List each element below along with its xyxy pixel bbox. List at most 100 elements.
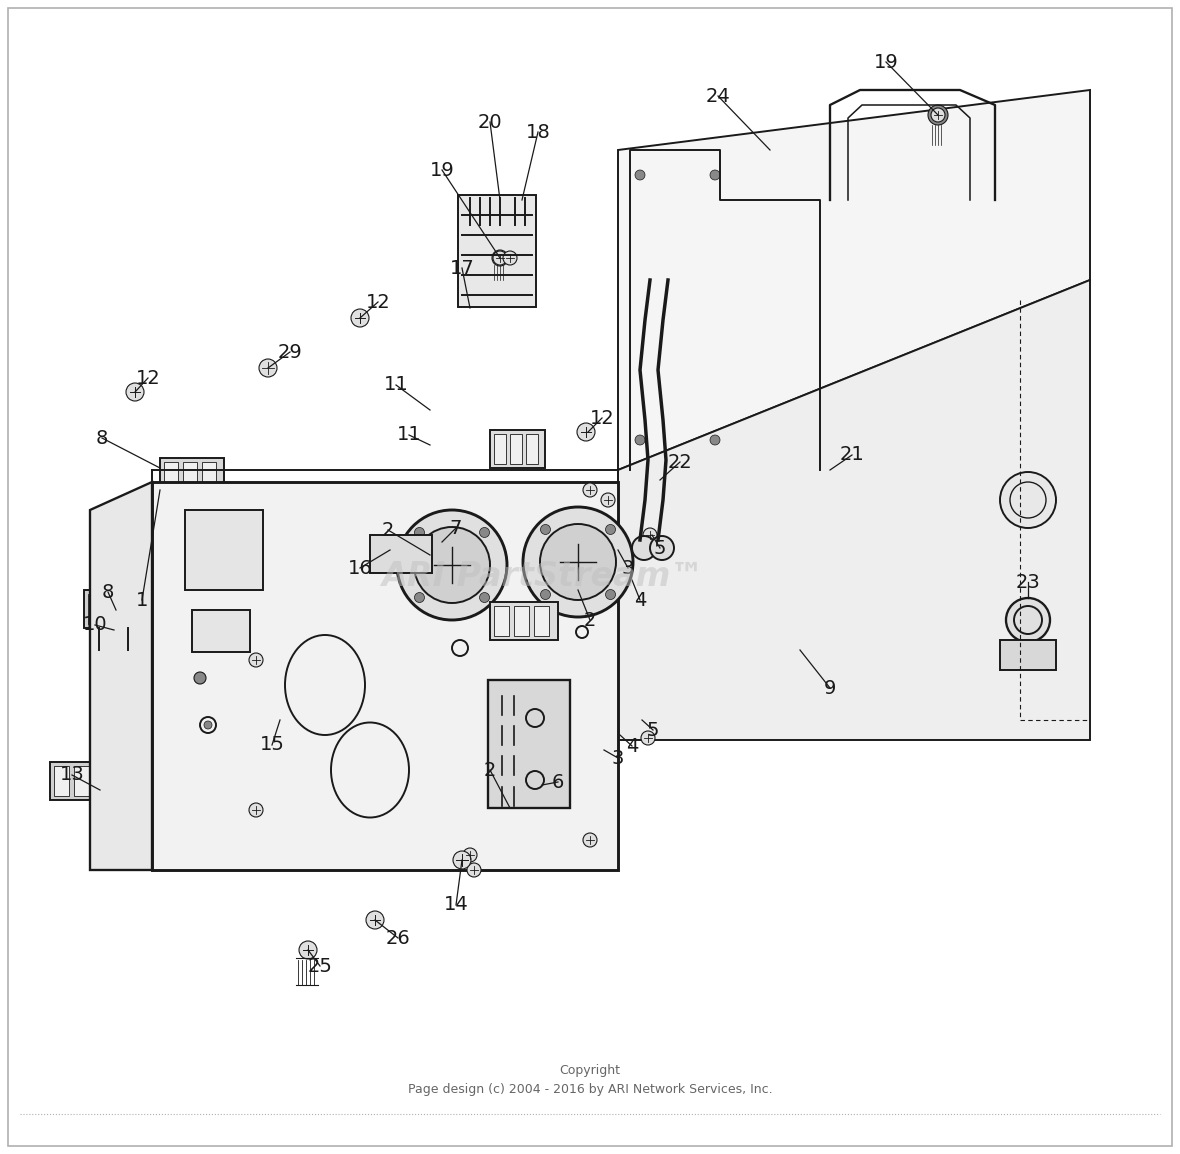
Text: 11: 11 — [384, 375, 408, 395]
Circle shape — [492, 250, 509, 267]
Circle shape — [523, 507, 632, 617]
Circle shape — [194, 672, 206, 684]
Circle shape — [601, 493, 615, 507]
Circle shape — [414, 527, 425, 538]
Circle shape — [632, 535, 656, 560]
Bar — [202, 462, 216, 505]
Text: Page design (c) 2004 - 2016 by ARI Network Services, Inc.: Page design (c) 2004 - 2016 by ARI Netwo… — [407, 1082, 773, 1096]
Circle shape — [453, 850, 471, 869]
Circle shape — [540, 590, 551, 600]
Text: 2: 2 — [382, 520, 394, 540]
Bar — [54, 766, 68, 796]
Circle shape — [540, 524, 616, 600]
Circle shape — [540, 524, 551, 534]
Circle shape — [126, 383, 144, 400]
Text: 9: 9 — [824, 679, 837, 697]
Text: 2: 2 — [584, 610, 596, 629]
Text: 24: 24 — [706, 87, 730, 105]
Text: 19: 19 — [430, 160, 454, 180]
Circle shape — [641, 730, 655, 745]
Circle shape — [414, 527, 490, 604]
Bar — [185, 510, 263, 590]
Bar — [192, 610, 250, 652]
Circle shape — [643, 529, 657, 542]
Bar — [183, 462, 197, 505]
Text: 14: 14 — [444, 896, 468, 914]
Circle shape — [931, 108, 945, 122]
Bar — [94, 766, 109, 796]
Text: 8: 8 — [101, 583, 114, 601]
Bar — [112, 594, 130, 624]
Text: 2: 2 — [484, 760, 496, 779]
Circle shape — [927, 105, 948, 125]
Text: Copyright: Copyright — [559, 1064, 621, 1078]
Circle shape — [635, 170, 645, 180]
Bar — [489, 680, 570, 808]
Text: 18: 18 — [525, 122, 550, 142]
Circle shape — [414, 592, 425, 602]
Circle shape — [258, 359, 277, 377]
Circle shape — [503, 252, 517, 265]
Bar — [164, 462, 178, 505]
Text: 25: 25 — [308, 957, 333, 975]
Bar — [510, 434, 522, 464]
Text: 26: 26 — [386, 929, 411, 947]
Bar — [84, 590, 140, 628]
Text: 4: 4 — [634, 591, 647, 609]
Circle shape — [299, 941, 317, 959]
Circle shape — [479, 592, 490, 602]
Text: 5: 5 — [647, 720, 660, 740]
Circle shape — [463, 848, 477, 862]
Text: 22: 22 — [668, 452, 693, 472]
Bar — [490, 430, 545, 469]
Text: 29: 29 — [277, 343, 302, 361]
Circle shape — [396, 510, 507, 620]
Circle shape — [467, 863, 481, 877]
Circle shape — [605, 524, 616, 534]
Text: 4: 4 — [625, 736, 638, 756]
Circle shape — [583, 833, 597, 847]
Text: 20: 20 — [478, 112, 503, 132]
Text: 21: 21 — [840, 445, 865, 465]
Bar — [526, 434, 538, 464]
Text: 5: 5 — [654, 539, 667, 557]
Polygon shape — [618, 280, 1090, 740]
Circle shape — [710, 170, 720, 180]
Text: 8: 8 — [96, 428, 109, 448]
Text: 3: 3 — [611, 749, 624, 767]
Text: 3: 3 — [622, 559, 634, 577]
Circle shape — [249, 653, 263, 667]
Circle shape — [999, 472, 1056, 529]
Bar — [999, 640, 1056, 670]
Text: 23: 23 — [1016, 572, 1041, 592]
Text: 12: 12 — [366, 292, 391, 312]
Bar — [458, 195, 536, 307]
Bar — [88, 594, 106, 624]
Text: 10: 10 — [83, 615, 107, 635]
Bar — [535, 606, 549, 636]
Text: 13: 13 — [60, 765, 85, 785]
Bar — [490, 602, 558, 640]
Circle shape — [366, 911, 384, 929]
Bar — [160, 458, 224, 510]
Polygon shape — [618, 90, 1090, 470]
Polygon shape — [152, 482, 618, 870]
Bar — [371, 535, 432, 574]
Bar — [514, 606, 529, 636]
Bar — [494, 434, 506, 464]
Circle shape — [204, 721, 212, 729]
Text: 16: 16 — [348, 559, 373, 577]
Circle shape — [493, 252, 507, 265]
Circle shape — [650, 535, 674, 560]
Circle shape — [577, 424, 595, 441]
Bar — [116, 762, 124, 800]
Circle shape — [1007, 598, 1050, 642]
Circle shape — [605, 590, 616, 600]
Text: 17: 17 — [450, 258, 474, 277]
Bar — [90, 619, 138, 660]
Bar — [74, 766, 88, 796]
Text: 6: 6 — [552, 772, 564, 792]
Text: 15: 15 — [260, 735, 284, 755]
Circle shape — [583, 484, 597, 497]
Text: 12: 12 — [590, 409, 615, 427]
